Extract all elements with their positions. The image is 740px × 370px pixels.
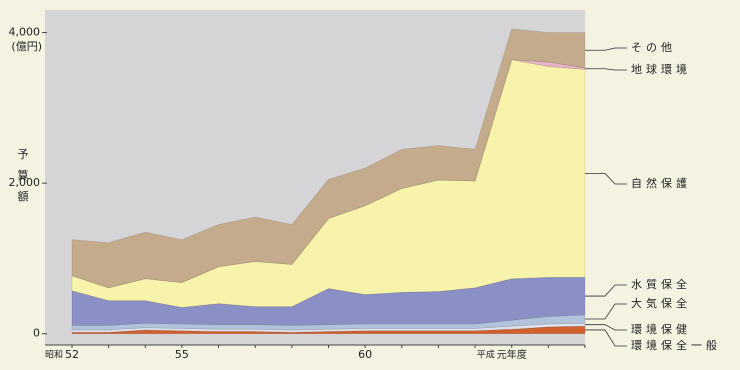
era-label: 平成 — [477, 349, 495, 361]
x-tick-label: 60 — [358, 348, 372, 361]
x-tick-label: 55 — [175, 348, 189, 361]
legend-label: 大気保全 — [631, 296, 691, 310]
area — [71, 28, 586, 289]
era-label: 昭和 — [45, 350, 63, 361]
legend-label: 地球環境 — [631, 62, 691, 76]
y-axis-label: 予算額 — [16, 148, 29, 211]
legend-label: その他 — [631, 41, 676, 54]
leader-line — [585, 172, 627, 185]
x-tick-label: 元年度 — [497, 348, 527, 361]
legend-label: 環境保健 — [631, 322, 691, 336]
leader-line — [585, 324, 627, 331]
leader-line — [585, 68, 627, 71]
area — [71, 276, 586, 326]
y-unit: (億円) — [11, 40, 42, 53]
legend-label: 自然保護 — [631, 176, 691, 190]
y-tick-label: 0 — [33, 327, 40, 340]
y-tick-label: 2,000 — [9, 176, 41, 189]
leader-line — [585, 284, 627, 297]
legend-label: 水質保全 — [631, 277, 691, 291]
leader-line — [585, 329, 627, 347]
y-tick-label: 4,000 — [9, 26, 41, 39]
leader-line — [585, 303, 627, 320]
leader-line — [585, 47, 627, 51]
x-tick-label: 52 — [65, 348, 79, 361]
legend-label: 環境保全一般 — [631, 338, 721, 352]
